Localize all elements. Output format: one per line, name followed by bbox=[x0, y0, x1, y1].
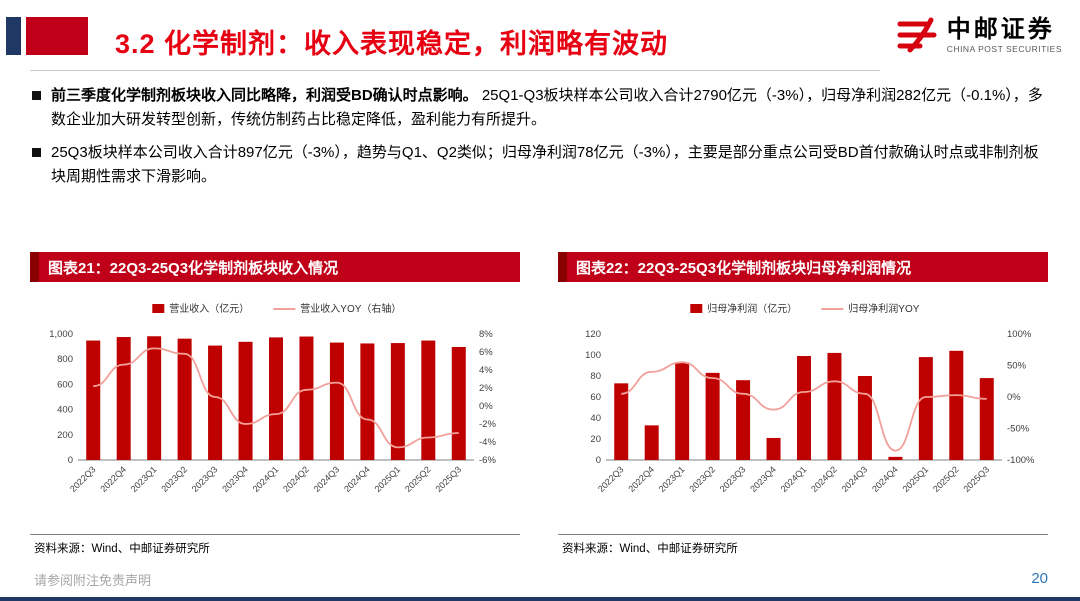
bullet-text-bold: 前三季度化学制剂板块收入同比略降，利润受BD确认时点影响。 bbox=[51, 87, 478, 104]
bullet-item: 25Q3板块样本公司收入合计897亿元（-3%），趋势与Q1、Q2类似；归母净利… bbox=[32, 141, 1048, 189]
svg-text:2022Q3: 2022Q3 bbox=[596, 464, 626, 494]
svg-text:2023Q3: 2023Q3 bbox=[190, 464, 220, 494]
svg-text:-6%: -6% bbox=[479, 455, 496, 466]
chart-title-accent bbox=[558, 252, 567, 282]
svg-text:2024Q3: 2024Q3 bbox=[840, 464, 870, 494]
svg-text:8%: 8% bbox=[479, 329, 493, 340]
svg-text:2024Q4: 2024Q4 bbox=[342, 464, 372, 494]
svg-text:-100%: -100% bbox=[1007, 455, 1035, 466]
svg-text:0%: 0% bbox=[1007, 392, 1021, 403]
footer-bar bbox=[0, 597, 1080, 601]
svg-text:2023Q4: 2023Q4 bbox=[220, 464, 250, 494]
svg-text:80: 80 bbox=[590, 371, 601, 382]
chart-title: 图表21：22Q3-25Q3化学制剂板块收入情况 bbox=[48, 259, 339, 277]
svg-text:2024Q3: 2024Q3 bbox=[312, 464, 342, 494]
svg-text:2025Q2: 2025Q2 bbox=[403, 464, 433, 494]
svg-text:20: 20 bbox=[590, 434, 601, 445]
summary-bullets: 前三季度化学制剂板块收入同比略降，利润受BD确认时点影响。 25Q1-Q3板块样… bbox=[32, 84, 1048, 198]
svg-text:6%: 6% bbox=[479, 347, 493, 358]
deco-navy-block bbox=[6, 17, 21, 55]
header-divider bbox=[30, 70, 880, 71]
svg-text:营业收入（亿元）: 营业收入（亿元） bbox=[169, 302, 249, 315]
svg-text:0: 0 bbox=[68, 455, 73, 466]
svg-text:2023Q3: 2023Q3 bbox=[718, 464, 748, 494]
bullet-item: 前三季度化学制剂板块收入同比略降，利润受BD确认时点影响。 25Q1-Q3板块样… bbox=[32, 84, 1048, 132]
page-title: 3.2 化学制剂：收入表现稳定，利润略有波动 bbox=[115, 29, 669, 59]
svg-text:2025Q3: 2025Q3 bbox=[433, 464, 463, 494]
bullet-text-rest: 25Q1-Q3板块样本公司收入合计2790亿元（-3%），归母净利润282亿元（… bbox=[51, 87, 1043, 128]
chart-title-bar: 图表22：22Q3-25Q3化学制剂板块归母净利润情况 bbox=[558, 252, 1048, 282]
svg-text:2024Q1: 2024Q1 bbox=[779, 464, 809, 494]
svg-text:2025Q2: 2025Q2 bbox=[931, 464, 961, 494]
svg-text:200: 200 bbox=[57, 430, 73, 441]
svg-text:2023Q1: 2023Q1 bbox=[129, 464, 159, 494]
charts-row: 图表21：22Q3-25Q3化学制剂板块收入情况 0 200 400 600 800 1,… bbox=[30, 252, 1048, 556]
svg-text:600: 600 bbox=[57, 379, 73, 390]
brand-name-cn: 中邮证券 bbox=[946, 16, 1055, 44]
svg-text:-4%: -4% bbox=[479, 437, 496, 448]
svg-text:2025Q1: 2025Q1 bbox=[901, 464, 931, 494]
svg-text:800: 800 bbox=[57, 354, 73, 365]
svg-text:60: 60 bbox=[590, 392, 601, 403]
svg-text:2023Q2: 2023Q2 bbox=[687, 464, 717, 494]
svg-text:100%: 100% bbox=[1007, 329, 1032, 340]
chart-source: 资料来源：Wind、中邮证券研究所 bbox=[558, 534, 1048, 556]
svg-text:2022Q3: 2022Q3 bbox=[68, 464, 98, 494]
svg-text:2%: 2% bbox=[479, 383, 493, 394]
revenue-chart: 0 200 400 600 800 1,000 -6% -4% -2% 0% 2% 4% 6% 8% 202… bbox=[30, 282, 520, 532]
chart-source: 资料来源：Wind、中邮证券研究所 bbox=[30, 534, 520, 556]
bullet-marker bbox=[32, 91, 41, 100]
svg-text:2024Q1: 2024Q1 bbox=[251, 464, 281, 494]
deco-red-block bbox=[26, 17, 88, 55]
svg-text:2025Q1: 2025Q1 bbox=[373, 464, 403, 494]
svg-text:2023Q2: 2023Q2 bbox=[159, 464, 189, 494]
svg-text:100: 100 bbox=[585, 350, 601, 361]
svg-text:0%: 0% bbox=[479, 401, 493, 412]
brand-name-en: CHINA POST SECURITIES bbox=[946, 43, 1062, 54]
svg-text:-50%: -50% bbox=[1007, 424, 1030, 435]
svg-text:-2%: -2% bbox=[479, 419, 496, 430]
disclaimer-text: 请参阅附注免责声明 bbox=[34, 573, 152, 588]
svg-text:2024Q4: 2024Q4 bbox=[870, 464, 900, 494]
chart-title: 图表22：22Q3-25Q3化学制剂板块归母净利润情况 bbox=[576, 259, 912, 277]
svg-text:归母净利润YOY: 归母净利润YOY bbox=[848, 302, 919, 315]
svg-text:40: 40 bbox=[590, 413, 601, 424]
brand-name: 中邮证券 CHINA POST SECURITIES bbox=[947, 16, 1062, 54]
svg-text:归母净利润（亿元）: 归母净利润（亿元） bbox=[707, 302, 797, 315]
chart-title-bar: 图表21：22Q3-25Q3化学制剂板块收入情况 bbox=[30, 252, 520, 282]
chart-panel-revenue: 图表21：22Q3-25Q3化学制剂板块收入情况 0 200 400 600 800 1,… bbox=[30, 252, 520, 556]
brand-logo: 中邮证券 CHINA POST SECURITIES bbox=[894, 15, 1062, 55]
chart-title-accent bbox=[30, 252, 39, 282]
page-number: 20 bbox=[1031, 570, 1048, 587]
svg-text:2023Q4: 2023Q4 bbox=[748, 464, 778, 494]
svg-text:0: 0 bbox=[596, 455, 601, 466]
brand-logo-icon bbox=[897, 17, 937, 53]
svg-text:2025Q3: 2025Q3 bbox=[961, 464, 991, 494]
svg-text:1,000: 1,000 bbox=[49, 329, 73, 340]
svg-text:营业收入YOY（右轴）: 营业收入YOY（右轴） bbox=[300, 302, 401, 315]
svg-text:120: 120 bbox=[585, 329, 601, 340]
svg-text:2023Q1: 2023Q1 bbox=[657, 464, 687, 494]
svg-text:2024Q2: 2024Q2 bbox=[281, 464, 311, 494]
svg-text:2024Q2: 2024Q2 bbox=[809, 464, 839, 494]
svg-text:4%: 4% bbox=[479, 365, 493, 376]
chart-panel-profit: 图表22：22Q3-25Q3化学制剂板块归母净利润情况 0 20 40 60 80 100… bbox=[558, 252, 1048, 556]
bullet-text-rest: 25Q3板块样本公司收入合计897亿元（-3%），趋势与Q1、Q2类似；归母净利… bbox=[51, 144, 1039, 185]
bullet-text: 25Q3板块样本公司收入合计897亿元（-3%），趋势与Q1、Q2类似；归母净利… bbox=[51, 141, 1048, 189]
bullet-text: 前三季度化学制剂板块收入同比略降，利润受BD确认时点影响。 25Q1-Q3板块样… bbox=[51, 84, 1048, 132]
svg-text:2022Q4: 2022Q4 bbox=[98, 464, 128, 494]
svg-text:400: 400 bbox=[57, 405, 73, 416]
svg-text:50%: 50% bbox=[1007, 361, 1027, 372]
bullet-marker bbox=[32, 148, 41, 157]
svg-text:2022Q4: 2022Q4 bbox=[626, 464, 656, 494]
